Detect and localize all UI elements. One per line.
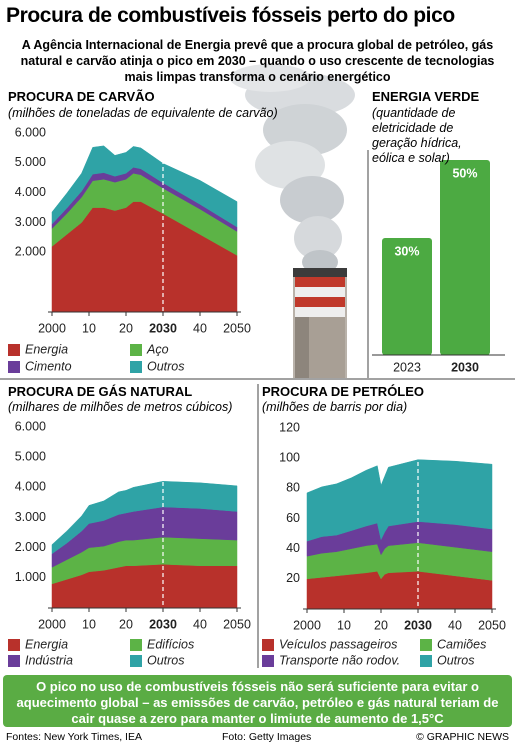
y-tick-label: 6.000 (15, 125, 46, 139)
chart-title: PROCURA DE CARVÃO (8, 89, 155, 104)
y-tick-label: 6.000 (15, 419, 46, 433)
sources: Fontes: New York Times, IEA (6, 731, 142, 743)
legend-swatch (130, 344, 142, 356)
x-tick-label: 2000 (293, 618, 321, 632)
x-tick-label: 2023 (393, 360, 421, 374)
y-tick-label: 100 (279, 450, 300, 464)
bar (440, 160, 490, 355)
x-tick-label: 2030 (404, 618, 432, 632)
legend-label: Outros (147, 653, 185, 667)
legend-label: Indústria (25, 653, 73, 667)
area (51, 481, 238, 555)
legend-swatch (262, 639, 274, 651)
legend-swatch (130, 639, 142, 651)
y-tick-label: 60 (286, 511, 300, 525)
legend-label: Energia (25, 342, 68, 356)
x-tick-label: 2000 (38, 617, 66, 631)
y-tick-label: 4.000 (15, 480, 46, 494)
x-tick-label: 2050 (478, 618, 506, 632)
y-tick-label: 120 (279, 420, 300, 434)
y-tick-label: 80 (286, 481, 300, 495)
y-tick-label: 40 (286, 541, 300, 555)
copyright: © GRAPHIC NEWS (416, 731, 509, 743)
y-tick-label: 20 (286, 571, 300, 585)
x-tick-label: 2050 (223, 321, 251, 335)
legend-label: Cimento (25, 359, 72, 373)
legend-label: Energia (25, 637, 68, 651)
y-tick-label: 5.000 (15, 449, 46, 463)
y-tick-label: 2.000 (15, 245, 46, 259)
x-tick-label: 40 (193, 321, 207, 335)
y-tick-label: 5.000 (15, 155, 46, 169)
legend-swatch (8, 639, 20, 651)
area (51, 145, 238, 228)
bar-label: 30% (394, 244, 419, 258)
legend-swatch (8, 655, 20, 667)
legend-swatch (420, 639, 432, 651)
x-tick-label: 2050 (223, 617, 251, 631)
x-tick-label: 2030 (451, 360, 479, 374)
area (306, 459, 493, 542)
chart-subtitle: (milhões de barris por dia) (262, 400, 408, 414)
x-tick-label: 20 (119, 321, 133, 335)
x-tick-label: 40 (448, 618, 462, 632)
x-tick-label: 10 (337, 618, 351, 632)
legend-label: Aço (146, 342, 169, 356)
x-tick-label: 20 (119, 617, 133, 631)
legend-label: Camiões (437, 637, 486, 651)
chart-title: ENERGIA VERDE (372, 89, 480, 104)
legend-swatch (8, 344, 20, 356)
x-tick-label: 10 (82, 617, 96, 631)
legend-label: Transporte não rodov. (279, 653, 400, 667)
subtitle: A Agência Internacional de Energia prevê… (20, 38, 495, 84)
chart-subtitle: (milhares de milhões de metros cúbicos) (8, 400, 233, 414)
x-tick-label: 10 (82, 321, 96, 335)
y-tick-label: 3.000 (15, 215, 46, 229)
legend-label: Outros (147, 359, 185, 373)
x-tick-label: 2030 (149, 617, 177, 631)
legend-swatch (420, 655, 432, 667)
x-tick-label: 2000 (38, 321, 66, 335)
chart-title: PROCURA DE GÁS NATURAL (8, 384, 193, 399)
legend-label: Veículos passageiros (279, 637, 397, 651)
x-tick-label: 40 (193, 617, 207, 631)
x-tick-label: 2030 (149, 321, 177, 335)
photo-credit: Foto: Getty Images (222, 731, 312, 743)
y-tick-label: 4.000 (15, 185, 46, 199)
bar (382, 238, 432, 355)
y-tick-label: 3.000 (15, 510, 46, 524)
note-box (3, 675, 512, 727)
legend-swatch (262, 655, 274, 667)
legend-label: Outros (437, 653, 475, 667)
y-tick-label: 1.000 (15, 570, 46, 584)
title: Procura de combustíveis fósseis perto do… (6, 4, 455, 27)
legend-swatch (130, 655, 142, 667)
chart-subtitle: (quantidade de eletricidade de geração h… (372, 106, 462, 165)
chart-subtitle: (milhões de toneladas de equivalente de … (8, 106, 278, 120)
legend-swatch (8, 361, 20, 373)
legend-label: Edifícios (147, 637, 194, 651)
y-tick-label: 2.000 (15, 540, 46, 554)
chart-title: PROCURA DE PETRÓLEO (262, 384, 425, 399)
bar-label: 50% (452, 166, 477, 180)
x-tick-label: 20 (374, 618, 388, 632)
legend-swatch (130, 361, 142, 373)
smokestack-photo (230, 64, 355, 378)
note: O pico no uso de combustíveis fósseis nã… (16, 679, 499, 726)
